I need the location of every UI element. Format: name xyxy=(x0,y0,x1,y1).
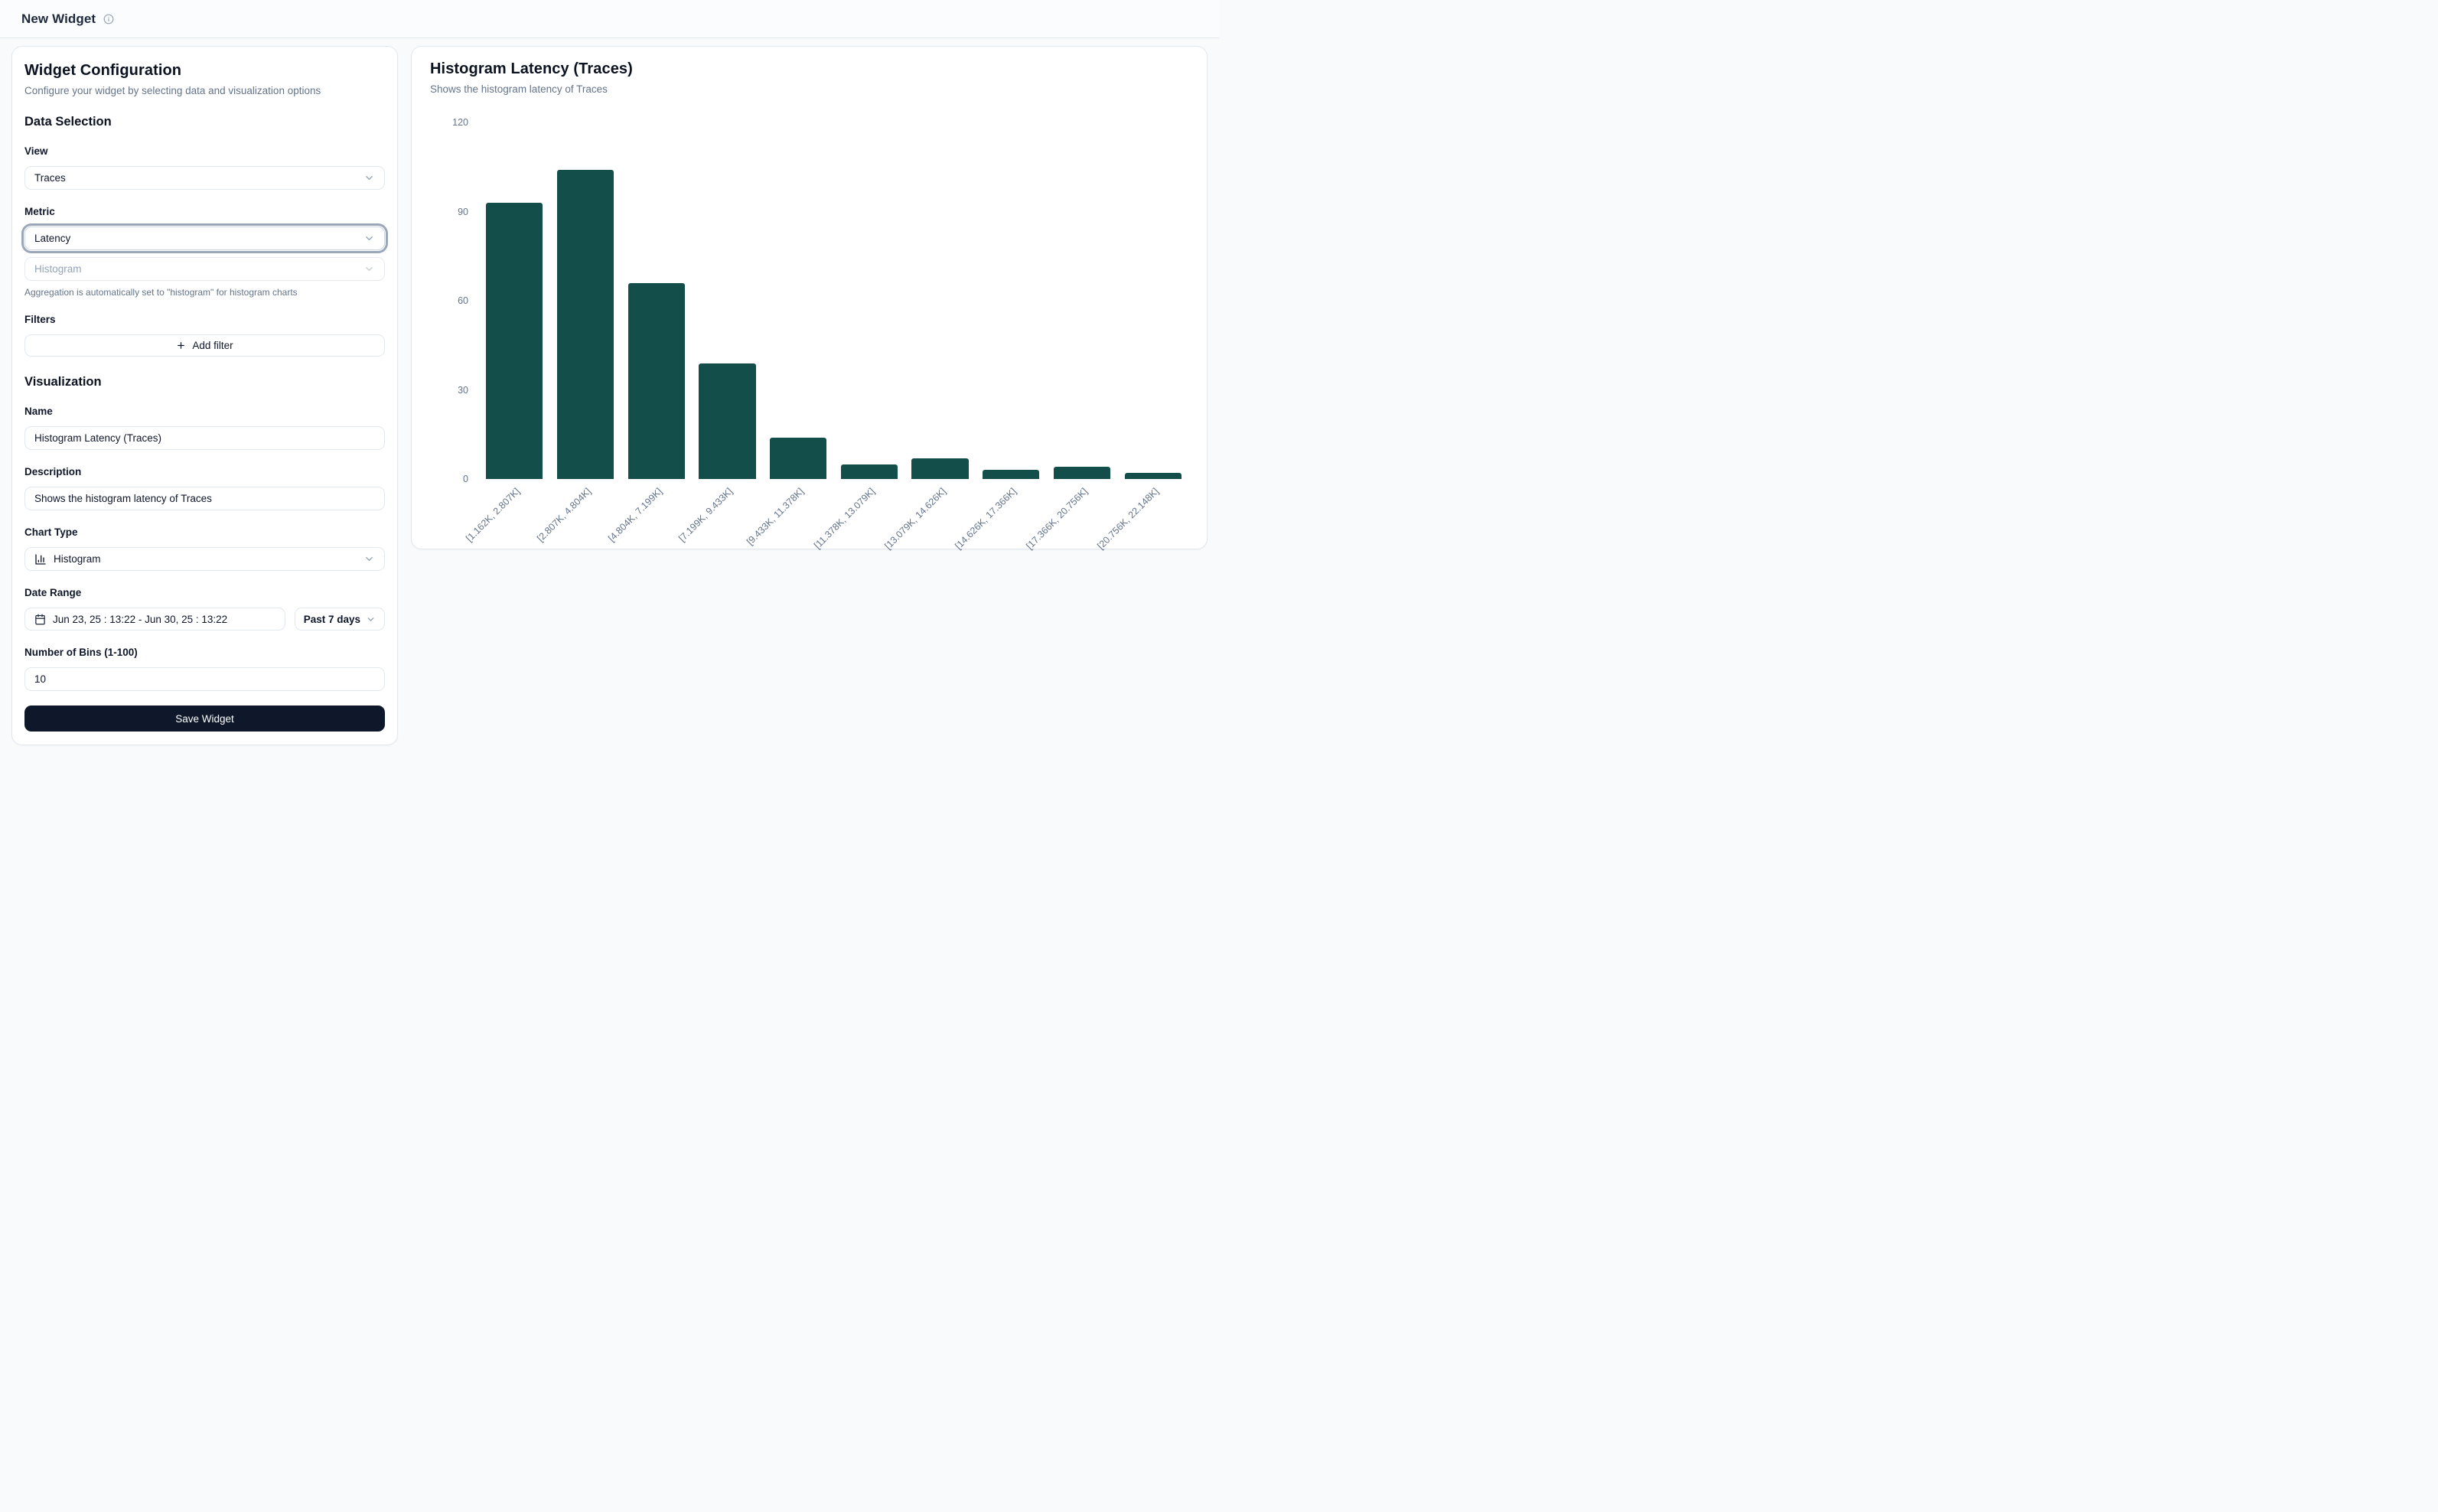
chart-type-field: Chart Type Histogram xyxy=(24,526,385,571)
date-preset-button[interactable]: Past 7 days xyxy=(294,608,385,631)
plot-area xyxy=(479,122,1188,479)
metric-field: Metric Latency Histogram Aggregation is … xyxy=(24,206,385,298)
bins-label: Number of Bins (1-100) xyxy=(24,647,138,658)
x-tick-label: [14.626K, 17.366K] xyxy=(953,486,1019,552)
chart-type-value: Histogram xyxy=(54,553,101,565)
aggregation-helper-text: Aggregation is automatically set to "his… xyxy=(24,287,298,298)
date-preset-value: Past 7 days xyxy=(303,613,360,625)
description-label: Description xyxy=(24,466,82,477)
config-title: Widget Configuration xyxy=(24,62,182,79)
metric-select-value: Latency xyxy=(34,233,71,244)
histogram-chart: 0 30 60 90 120 [1.162K, 2.807K] [2.807K, 4.80… xyxy=(430,117,1188,552)
y-tick-label: 120 xyxy=(452,117,468,128)
bins-input[interactable] xyxy=(24,667,385,691)
histogram-bar-slot xyxy=(621,122,692,479)
histogram-bar xyxy=(627,282,685,479)
bar-chart-icon xyxy=(34,553,47,565)
x-tick-label: [13.079K, 14.626K] xyxy=(882,486,948,552)
x-tick-label: [2.807K, 4.804K] xyxy=(535,486,593,544)
date-range-field: Date Range Jun 23, 25 : 13:22 - Jun 30, … xyxy=(24,587,385,631)
x-tick-label: [17.366K, 20.756K] xyxy=(1024,486,1090,552)
plus-icon xyxy=(176,341,186,350)
chevron-down-icon xyxy=(363,553,375,565)
histogram-bar-slot xyxy=(1117,122,1188,479)
aggregation-select: Histogram xyxy=(24,257,385,281)
widget-configuration-panel: Widget Configuration Configure your widg… xyxy=(11,46,398,745)
histogram-bar-slot xyxy=(550,122,621,479)
histogram-bar xyxy=(983,470,1040,479)
config-subtitle: Configure your widget by selecting data … xyxy=(24,85,321,96)
chevron-down-icon xyxy=(363,233,375,244)
x-tick-label: [20.756K, 22.148K] xyxy=(1094,486,1161,552)
date-range-button[interactable]: Jun 23, 25 : 13:22 - Jun 30, 25 : 13:22 xyxy=(24,608,285,631)
chevron-down-icon xyxy=(363,172,375,184)
histogram-bar-slot xyxy=(692,122,763,479)
histogram-bar-slot xyxy=(479,122,550,479)
date-range-label: Date Range xyxy=(24,587,82,598)
name-field: Name xyxy=(24,406,385,450)
histogram-bar xyxy=(1124,473,1182,479)
name-input[interactable] xyxy=(24,426,385,450)
filters-label: Filters xyxy=(24,314,56,325)
x-tick-label: [1.162K, 2.807K] xyxy=(464,486,523,544)
data-selection-heading: Data Selection xyxy=(24,115,112,129)
y-tick-label: 30 xyxy=(458,384,468,396)
view-field: View Traces xyxy=(24,145,385,190)
metric-select[interactable]: Latency xyxy=(24,226,385,250)
chart-title: Histogram Latency (Traces) xyxy=(430,60,633,77)
x-tick-label: [11.378K, 13.079K] xyxy=(811,486,877,551)
calendar-icon xyxy=(34,614,46,625)
histogram-bar xyxy=(556,170,614,479)
histogram-bar-slot xyxy=(904,122,976,479)
chevron-down-icon xyxy=(366,614,376,624)
histogram-bar-slot xyxy=(763,122,834,479)
filters-field: Filters Add filter xyxy=(24,314,385,357)
y-tick-label: 0 xyxy=(463,474,468,484)
top-bar: New Widget xyxy=(0,0,1219,38)
chevron-down-icon xyxy=(363,263,375,275)
y-tick-label: 60 xyxy=(458,295,468,306)
description-field: Description xyxy=(24,466,385,510)
y-axis: 0 30 60 90 120 xyxy=(430,117,473,484)
histogram-bar xyxy=(486,202,543,479)
histogram-bar-slot xyxy=(976,122,1047,479)
add-filter-label: Add filter xyxy=(192,340,233,351)
chart-subtitle: Shows the histogram latency of Traces xyxy=(430,83,608,95)
bins-field: Number of Bins (1-100) xyxy=(24,647,385,691)
view-select[interactable]: Traces xyxy=(24,166,385,190)
histogram-bar-slot xyxy=(834,122,905,479)
histogram-bar xyxy=(840,464,898,479)
date-range-value: Jun 23, 25 : 13:22 - Jun 30, 25 : 13:22 xyxy=(53,613,228,625)
y-tick-label: 90 xyxy=(458,206,468,217)
name-label: Name xyxy=(24,406,53,417)
x-tick-label: [4.804K, 7.199K] xyxy=(605,486,664,544)
histogram-bar xyxy=(770,437,827,479)
metric-label: Metric xyxy=(24,206,55,217)
chart-type-label: Chart Type xyxy=(24,526,78,538)
aggregation-select-value: Histogram xyxy=(34,263,82,275)
chart-preview-panel: Histogram Latency (Traces) Shows the his… xyxy=(411,46,1208,552)
histogram-bar xyxy=(699,363,756,479)
description-input[interactable] xyxy=(24,487,385,510)
x-tick-label: [7.199K, 9.433K] xyxy=(676,486,735,544)
main-content: Widget Configuration Configure your widg… xyxy=(0,38,1219,755)
view-select-value: Traces xyxy=(34,172,66,184)
add-filter-button[interactable]: Add filter xyxy=(24,334,385,357)
histogram-bar xyxy=(1053,467,1111,479)
view-label: View xyxy=(24,145,48,157)
save-widget-button[interactable]: Save Widget xyxy=(24,705,385,732)
info-icon[interactable] xyxy=(103,14,114,24)
histogram-bar-slot xyxy=(1047,122,1118,479)
x-tick-label: [9.433K, 11.378K] xyxy=(745,486,807,548)
histogram-bar xyxy=(911,458,969,479)
chart-type-select[interactable]: Histogram xyxy=(24,547,385,571)
page-title: New Widget xyxy=(21,11,96,26)
visualization-heading: Visualization xyxy=(24,375,102,389)
x-axis-labels: [1.162K, 2.807K] [2.807K, 4.804K] [4.804K,… xyxy=(464,479,1188,552)
